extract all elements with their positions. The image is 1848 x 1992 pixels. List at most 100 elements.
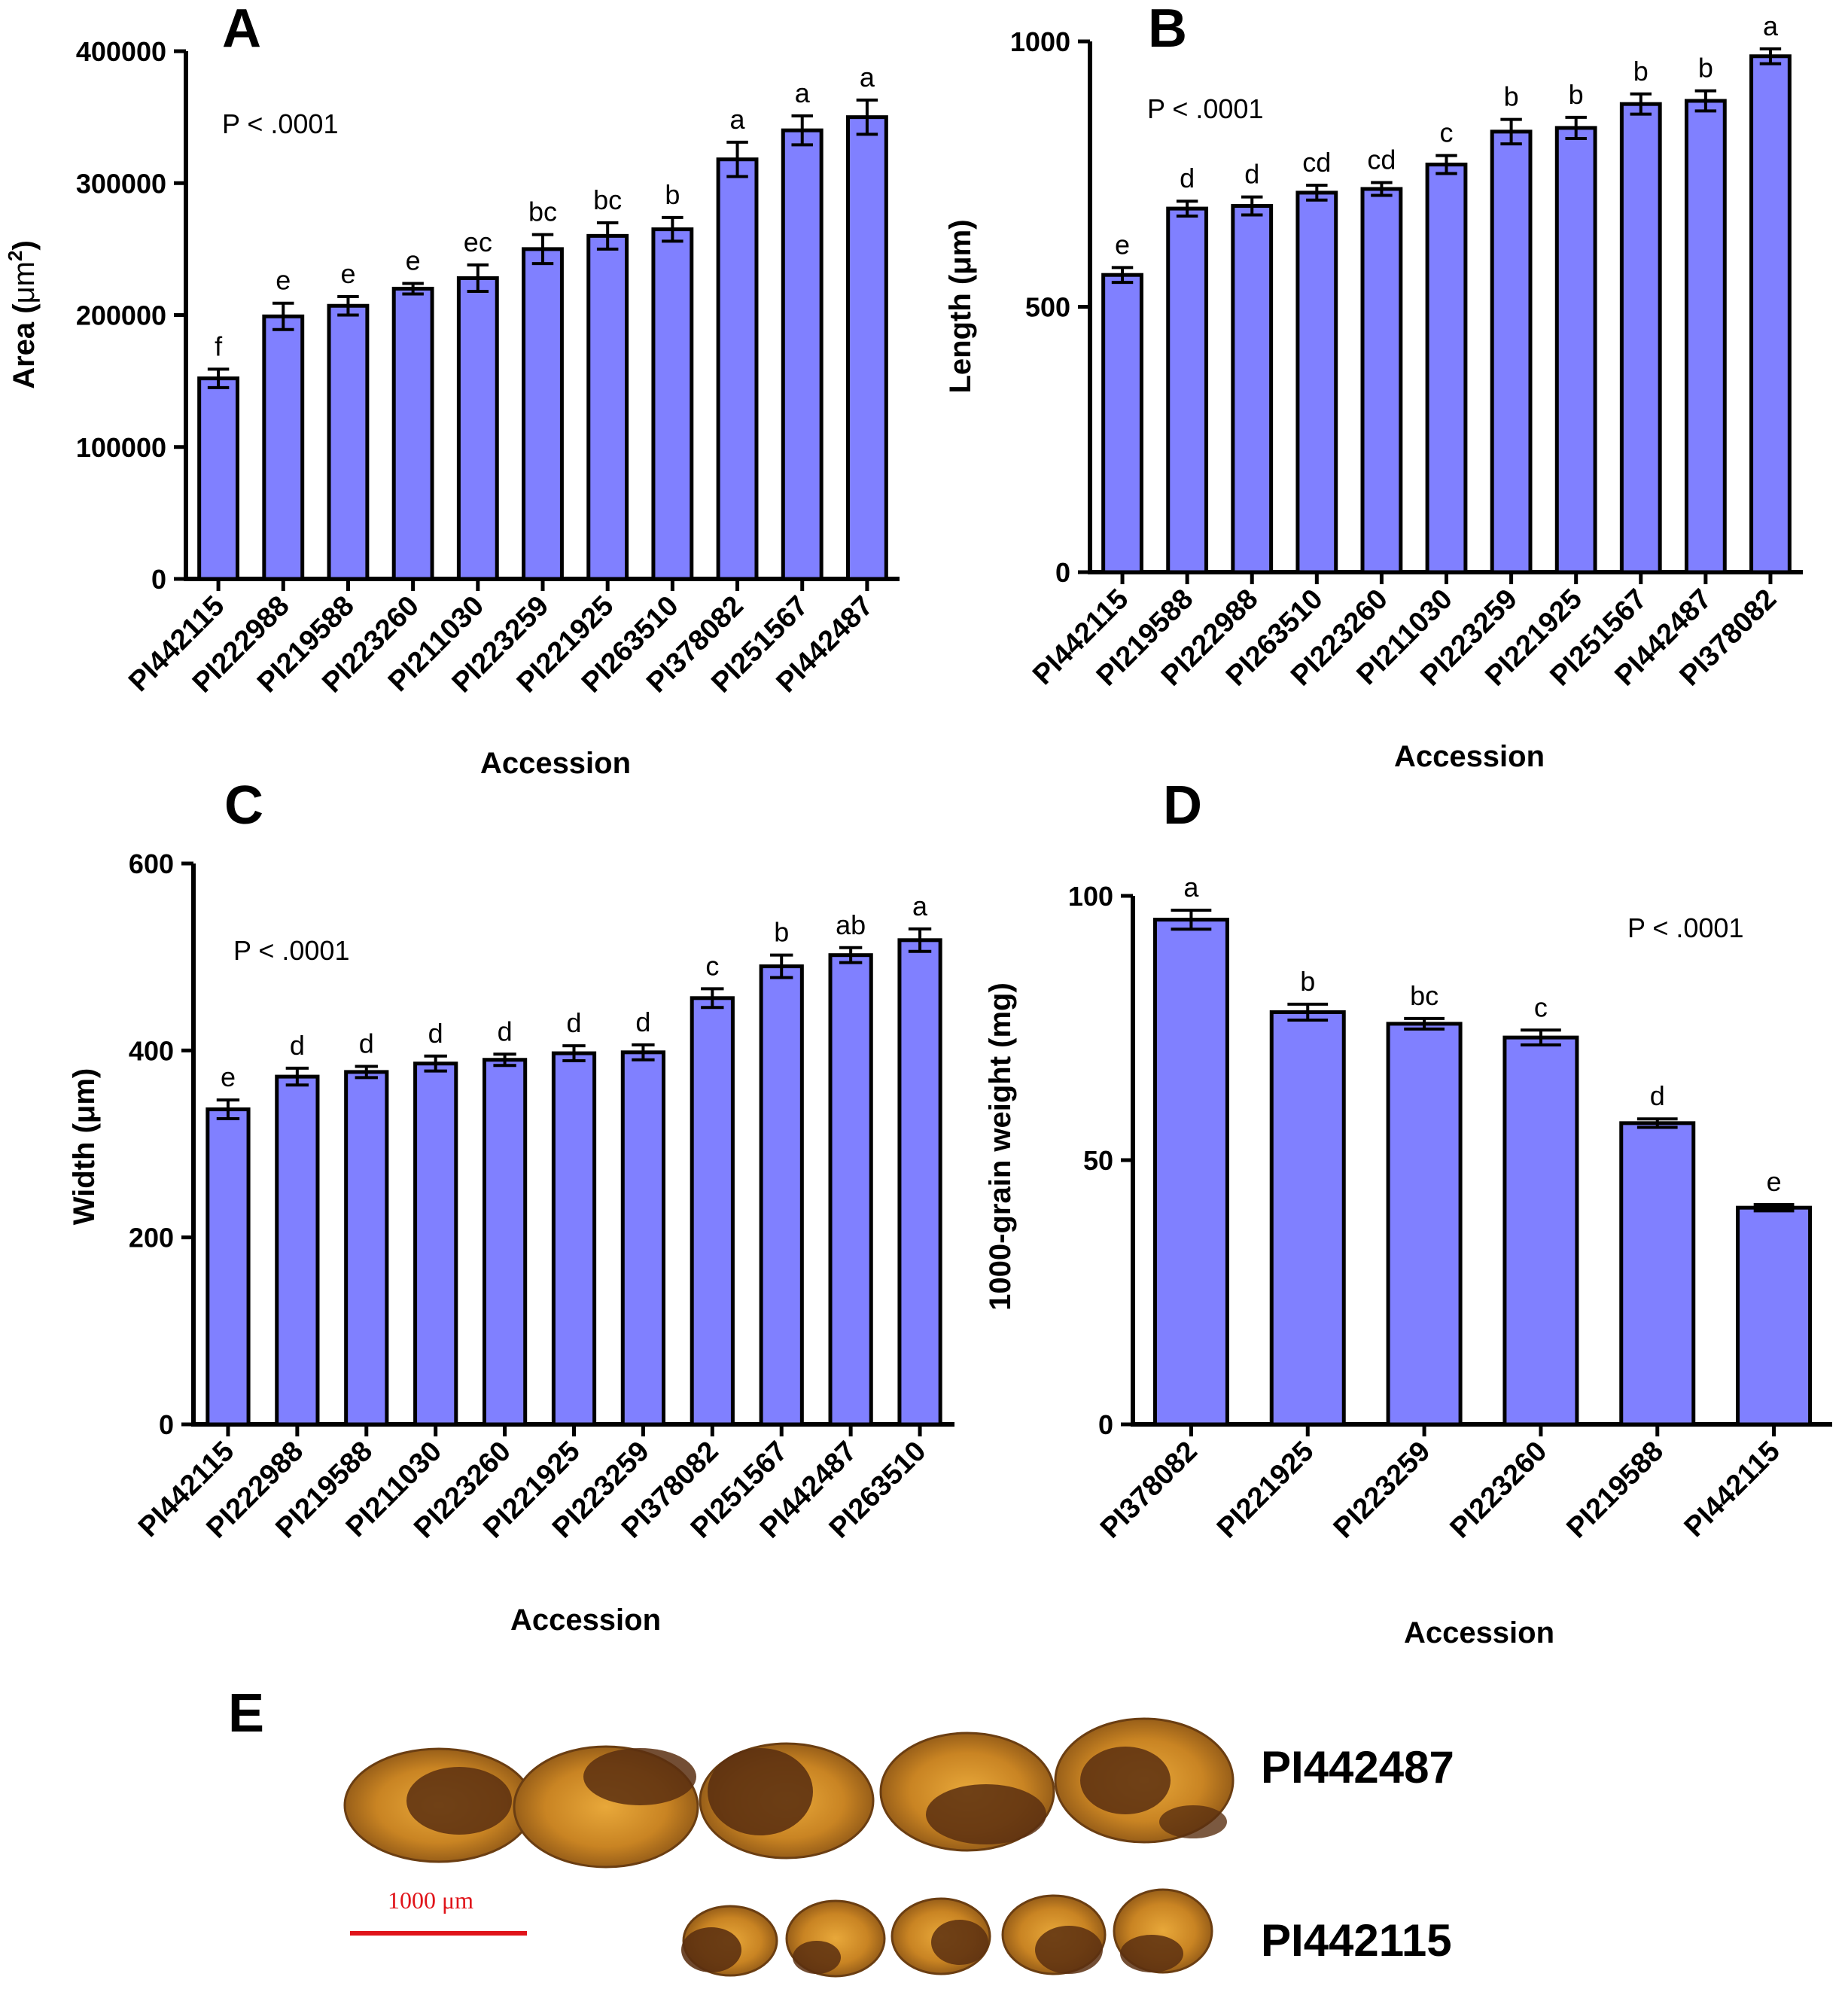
x-tick-label: PI378082 <box>1094 1436 1204 1545</box>
panel-e-seed-photo: E <box>228 1683 1454 1978</box>
seed-small-1 <box>681 1905 778 1977</box>
y-tick-label: 200000 <box>76 300 166 331</box>
bar <box>456 276 499 581</box>
panel-e-top-label: PI442487 <box>1261 1742 1454 1792</box>
y-tick-label: 0 <box>151 564 166 595</box>
bar <box>327 303 370 581</box>
bar <box>551 1051 597 1427</box>
bar <box>781 128 824 581</box>
seed-small-3 <box>891 1897 991 1975</box>
y-axis-title-close: ) <box>8 240 41 250</box>
bar <box>1736 1205 1813 1427</box>
significance-letter: e <box>1767 1166 1782 1197</box>
y-tick-label: 50 <box>1083 1145 1113 1176</box>
significance-letter: b <box>1633 56 1649 87</box>
significance-letter: b <box>1569 79 1584 110</box>
x-axis-title: Accession <box>510 1604 661 1637</box>
bar <box>275 1074 320 1427</box>
y-tick-label: 200 <box>129 1223 174 1253</box>
panel-letter: A <box>222 0 261 59</box>
significance-letter: e <box>276 265 291 296</box>
bar <box>413 1061 458 1427</box>
bar <box>1231 204 1274 574</box>
y-axis-title-main: Area ( <box>8 303 41 389</box>
significance-letter: b <box>1698 53 1713 84</box>
seed-row-large <box>343 1717 1235 1869</box>
bar <box>1749 54 1792 574</box>
seed-large-4 <box>879 1732 1055 1852</box>
bar <box>1166 206 1209 574</box>
bar <box>1269 1010 1346 1427</box>
bar <box>391 286 434 581</box>
significance-letter: d <box>498 1016 513 1046</box>
panel-e-letter: E <box>228 1683 264 1744</box>
y-tick-label: 600 <box>129 848 174 879</box>
y-axis-title-unit: μm <box>8 261 41 303</box>
bar <box>690 996 735 1427</box>
y-tick-label: 300000 <box>76 168 166 199</box>
significance-letter: bc <box>528 196 557 227</box>
seed-large-1 <box>343 1747 534 1863</box>
significance-letter: b <box>1504 81 1519 112</box>
bar <box>197 376 240 581</box>
seed-small-5 <box>1113 1888 1213 1974</box>
x-tick-label: PI223259 <box>1328 1436 1437 1545</box>
y-tick-label: 0 <box>1055 557 1070 588</box>
bar <box>206 1107 251 1427</box>
panel-a-chart: AP < .00010100000200000300000400000fPI44… <box>4 0 900 780</box>
bar <box>897 938 942 1427</box>
p-value-label: P < .0001 <box>222 108 338 139</box>
x-tick-label: PI221925 <box>1211 1436 1320 1545</box>
bar <box>1360 187 1403 574</box>
significance-letter: bc <box>593 184 622 215</box>
x-axis-title: Accession <box>480 747 631 780</box>
y-tick-label: 0 <box>159 1409 174 1440</box>
significance-letter: d <box>428 1018 443 1049</box>
panel-b-chart: BP < .000105001000ePI442115dPI219588dPI2… <box>944 0 1803 773</box>
bar <box>1295 190 1338 574</box>
bar <box>522 247 564 581</box>
significance-letter: cd <box>1367 145 1396 175</box>
y-tick-label: 500 <box>1025 292 1070 323</box>
y-tick-label: 0 <box>1098 1409 1113 1440</box>
significance-letter: ab <box>836 909 866 940</box>
bar <box>1386 1022 1463 1427</box>
bar <box>1490 129 1533 574</box>
x-tick-label: PI219588 <box>1560 1436 1670 1545</box>
panel-c-chart: CP < .00010200400600ePI442115dPI222988dP… <box>68 775 954 1637</box>
seed-small-2 <box>785 1899 886 1978</box>
bar <box>1619 102 1662 574</box>
y-axis-title: Area (μm2) <box>4 240 41 389</box>
bar <box>482 1058 528 1427</box>
y-axis-title-sup: 2 <box>4 251 26 261</box>
panel-d-chart: D P < .0001 0 50 100 a PI378082 b PI221925 bc PI22… <box>984 775 1832 1649</box>
bar <box>1502 1035 1579 1427</box>
bar <box>1619 1121 1696 1427</box>
y-tick-label: 400000 <box>76 36 166 67</box>
significance-letter: a <box>1183 872 1199 903</box>
significance-letter: a <box>912 891 928 921</box>
bar <box>651 227 694 581</box>
significance-letter: a <box>730 104 746 135</box>
seed-large-3 <box>699 1742 875 1860</box>
significance-letter: e <box>1115 229 1130 260</box>
x-tick-label: PI442115 <box>1679 1436 1786 1543</box>
significance-letter: c <box>1440 117 1454 148</box>
bar <box>586 233 629 581</box>
bar <box>620 1050 666 1427</box>
seed-row-small <box>681 1888 1213 1978</box>
significance-letter: a <box>795 78 811 108</box>
bar <box>262 314 305 581</box>
significance-letter: e <box>221 1061 236 1092</box>
significance-letter: a <box>1763 11 1779 41</box>
significance-letter: f <box>215 330 223 361</box>
significance-letter: e <box>340 258 355 289</box>
significance-letter: cd <box>1302 147 1331 178</box>
panel-letter: C <box>224 775 263 836</box>
significance-letter: d <box>1650 1080 1665 1111</box>
bar <box>344 1070 389 1427</box>
panel-e-bottom-label: PI442115 <box>1261 1915 1452 1966</box>
bar <box>759 964 804 1427</box>
significance-letter: ec <box>464 227 492 257</box>
